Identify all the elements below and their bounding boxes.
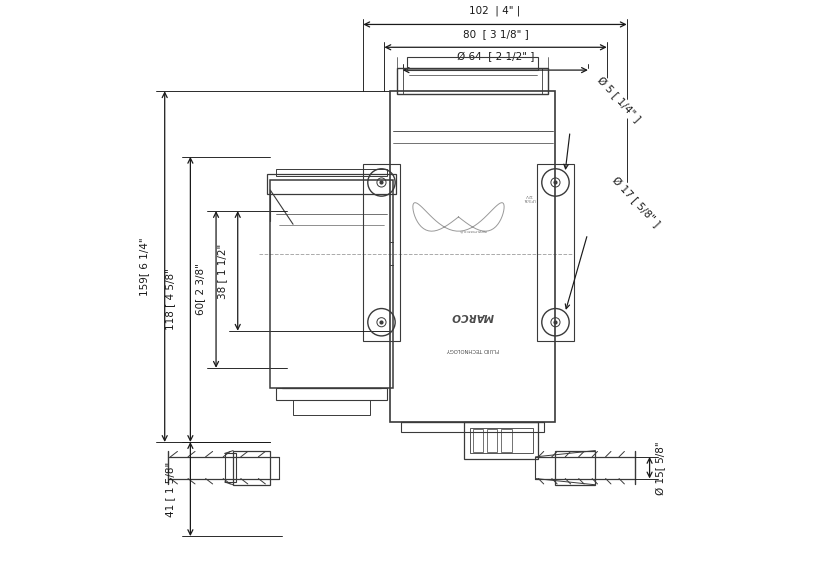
Bar (536, 164, 573, 341)
Bar (486, 429, 496, 452)
Bar (224, 453, 236, 482)
Bar (397, 69, 547, 94)
Bar (292, 400, 369, 415)
Text: MARCO: MARCO (450, 311, 494, 321)
Bar (363, 164, 400, 341)
Text: 80  [ 3 1/8" ]: 80 [ 3 1/8" ] (462, 29, 527, 39)
Bar (390, 91, 554, 422)
Bar (473, 429, 482, 452)
Text: Ø 17 [ 5/8" ]: Ø 17 [ 5/8" ] (609, 176, 660, 229)
Text: 102  | 4" |: 102 | 4" | (468, 6, 520, 17)
Text: www.marco.it: www.marco.it (459, 228, 486, 232)
Bar (270, 180, 392, 388)
Bar (554, 450, 595, 485)
Text: Ø 64  [ 2 1/2" ]: Ø 64 [ 2 1/2" ] (456, 52, 533, 62)
Text: 38 [ 1 1/2": 38 [ 1 1/2" (216, 243, 227, 298)
Bar (500, 429, 511, 452)
Text: 60[ 2 3/8": 60[ 2 3/8" (195, 263, 205, 316)
Text: UP3/A
12V: UP3/A 12V (523, 193, 535, 202)
Text: Ø 5 [ 1/4" ]: Ø 5 [ 1/4" ] (595, 75, 641, 124)
Text: FLUID TECHNOLOGY: FLUID TECHNOLOGY (446, 347, 498, 352)
Bar (469, 428, 532, 453)
Text: 118 [ 4 5/8": 118 [ 4 5/8" (165, 268, 174, 331)
Bar (464, 422, 538, 459)
Bar (276, 388, 387, 400)
Bar (276, 169, 387, 176)
Bar (233, 450, 270, 485)
Bar (407, 57, 538, 70)
Text: Ø 15[ 5/8": Ø 15[ 5/8" (655, 441, 665, 495)
Text: 41 [ 1 5/8": 41 [ 1 5/8" (165, 461, 174, 517)
Bar (267, 174, 396, 194)
Text: 159[ 6 1/4": 159[ 6 1/4" (139, 237, 149, 296)
Bar (401, 422, 543, 433)
